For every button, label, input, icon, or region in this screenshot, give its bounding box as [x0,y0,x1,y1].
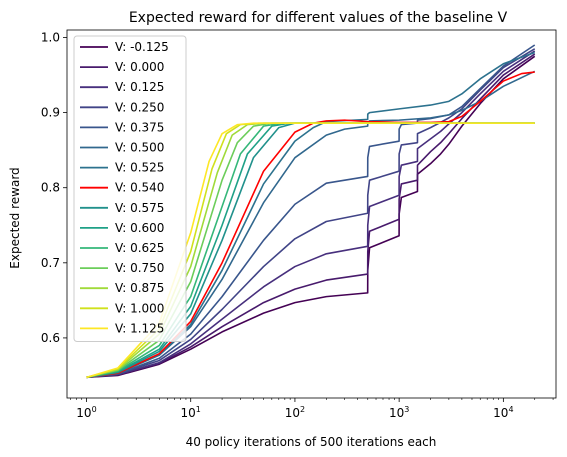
x-axis-label: 40 policy iterations of 500 iterations e… [186,435,437,449]
series-line-7 [86,71,535,379]
legend-label: V: 0.000 [115,60,164,74]
legend-label: V: 0.525 [115,161,164,175]
series-line-6 [86,51,536,379]
x-tick-label: 101 [181,405,201,420]
x-tick-label: 104 [493,405,513,420]
y-tick-label: 0.9 [41,106,60,120]
series-line-3 [86,48,536,379]
legend-label: V: 1.125 [115,321,164,335]
legend-label: V: 0.250 [115,100,164,114]
plot-frame [66,29,557,399]
series-line-14 [86,122,535,379]
y-tick-label: 0.6 [41,331,60,345]
y-tick-label: 0.8 [41,181,60,195]
legend-box [73,35,187,342]
x-tick-label: 103 [389,405,409,420]
chart-title: Expected reward for different values of … [129,10,508,26]
y-tick-label: 0.7 [41,256,60,270]
series-lines [86,44,536,379]
legend-label: V: 0.540 [115,181,164,195]
series-line-1 [86,53,536,379]
x-tick-label: 102 [285,405,305,420]
x-axis-ticks: 100 101 102 103 104 [70,398,554,420]
legend-label: V: 0.875 [115,281,164,295]
legend-label: V: 0.125 [115,80,164,94]
legend-label: V: 0.750 [115,261,164,275]
legend-label: V: 0.500 [115,141,164,155]
y-tick-label: 1.0 [41,31,60,45]
y-axis-label: Expected reward [8,167,22,268]
y-axis-ticks: 0.6 0.7 0.8 0.9 1.0 [41,31,67,345]
legend-label: V: -0.125 [115,40,169,54]
series-line-5 [86,70,536,379]
series-line-0 [86,55,536,379]
legend-label: V: 0.575 [115,201,164,215]
legend: V: -0.125 V: 0.000 V: 0.125 V: 0.250 V: 0.37… [73,35,187,342]
legend-label: V: 0.625 [115,241,164,255]
legend-label: V: 0.375 [115,120,164,134]
x-tick-label: 100 [76,405,96,420]
legend-label: V: 1.000 [115,301,164,315]
series-line-4 [86,44,536,379]
legend-label: V: 0.600 [115,221,164,235]
plot-area [66,29,557,399]
